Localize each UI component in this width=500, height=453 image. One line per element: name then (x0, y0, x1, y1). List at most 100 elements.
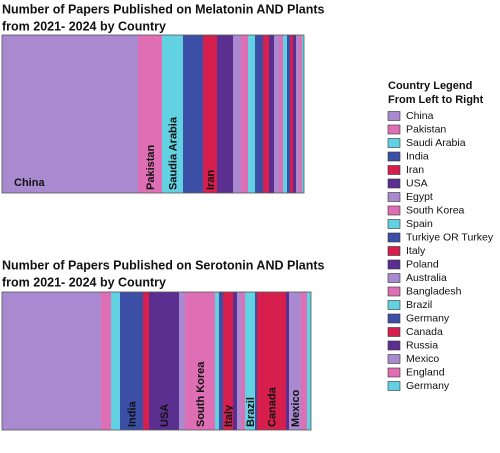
chart-title: Number of Papers Published on Melatonin … (2, 2, 325, 16)
segment-label: Saudia Arabia (168, 116, 180, 190)
segment (149, 292, 179, 430)
legend-label: Spain (406, 218, 433, 230)
segment (185, 292, 215, 430)
legend-swatch (387, 165, 401, 175)
segment (283, 35, 287, 193)
segment-label: Italy (223, 404, 235, 427)
legend-title: Country Legend (388, 80, 472, 92)
segment-label: Canada (267, 386, 279, 427)
segment (162, 35, 183, 193)
legend-swatch (387, 246, 401, 256)
segment (287, 35, 290, 193)
segment (217, 35, 233, 193)
segment (233, 292, 237, 430)
legend-label: Turkiye OR Turkey (406, 231, 494, 243)
segment (255, 35, 263, 193)
segment (299, 35, 302, 193)
segment (289, 292, 301, 430)
legend-label: Poland (406, 258, 439, 270)
segment-label: India (127, 400, 139, 427)
chart-title: from 2021- 2024 by Country (2, 19, 166, 33)
segment (183, 35, 203, 193)
legend-label: Italy (406, 245, 426, 257)
chart-frame (1, 291, 312, 431)
segment (279, 35, 283, 193)
segment (248, 35, 255, 193)
legend-label: Germany (406, 312, 450, 324)
segment (138, 35, 162, 193)
legend-label: USA (406, 177, 428, 189)
legend-swatch (387, 219, 401, 229)
segment (263, 35, 269, 193)
legend-swatch (387, 138, 401, 148)
legend-label: Iran (406, 164, 424, 176)
segment-label: Pakistan (145, 144, 157, 190)
chart-title: from 2021- 2024 by Country (2, 275, 166, 289)
legend-swatch (387, 286, 401, 297)
legend-swatch (387, 124, 401, 135)
legend-label: Bangladesh (406, 285, 462, 297)
legend-swatch (387, 111, 401, 121)
legend-label: England (406, 366, 445, 378)
segment-label: South Korea (195, 361, 207, 427)
segment (223, 292, 233, 430)
segment (269, 35, 274, 193)
segment (257, 292, 286, 430)
segment (233, 35, 241, 193)
legend-swatch (387, 178, 401, 189)
legend-swatch (387, 273, 401, 283)
legend-label: India (406, 150, 429, 162)
segment-label: Brazil (245, 397, 257, 427)
segment (296, 35, 299, 193)
segment (2, 292, 101, 430)
legend-swatch (387, 340, 401, 351)
segment (245, 292, 255, 430)
legend-label: Russia (406, 339, 438, 351)
segment (111, 292, 120, 430)
legend-swatch (387, 259, 401, 270)
segment (101, 292, 111, 430)
legend-swatch (387, 381, 401, 391)
segment (241, 292, 245, 430)
segment (143, 292, 149, 430)
legend-swatch (387, 205, 401, 216)
legend-label: Mexico (406, 353, 439, 365)
legend-swatch (387, 313, 401, 324)
chart-frame (1, 34, 305, 194)
segment (120, 292, 143, 430)
legend-label: Pakistan (406, 123, 446, 135)
segment (307, 292, 311, 430)
legend-label: Australia (406, 272, 447, 284)
chart-title: Number of Papers Published on Serotonin … (2, 258, 325, 272)
legend-swatch (387, 327, 401, 337)
legend-label: Brazil (406, 299, 432, 311)
segment-label: Iran (205, 170, 217, 190)
segment (255, 292, 257, 430)
segment (274, 35, 279, 193)
legend-swatch (387, 300, 401, 310)
segment (215, 292, 219, 430)
segment (286, 292, 289, 430)
segment (179, 292, 185, 430)
legend-label: China (406, 110, 434, 122)
legend-swatch (387, 354, 401, 364)
legend-label: Germany (406, 380, 450, 392)
segment (293, 35, 296, 193)
legend-label: Egypt (406, 191, 433, 203)
segment (2, 35, 138, 193)
legend-swatch (387, 232, 401, 243)
legend-title: From Left to Right (388, 94, 484, 106)
segment-label: Mexico (290, 389, 302, 427)
legend-label: Canada (406, 326, 443, 338)
segment (237, 292, 241, 430)
legend-label: Saudi Arabia (406, 137, 466, 149)
segment (290, 35, 293, 193)
segment (302, 35, 304, 193)
segment-label: USA (159, 404, 171, 427)
legend-swatch (387, 151, 401, 162)
legend-swatch (387, 192, 401, 202)
segment (241, 35, 248, 193)
segment (219, 292, 223, 430)
segment (301, 292, 307, 430)
